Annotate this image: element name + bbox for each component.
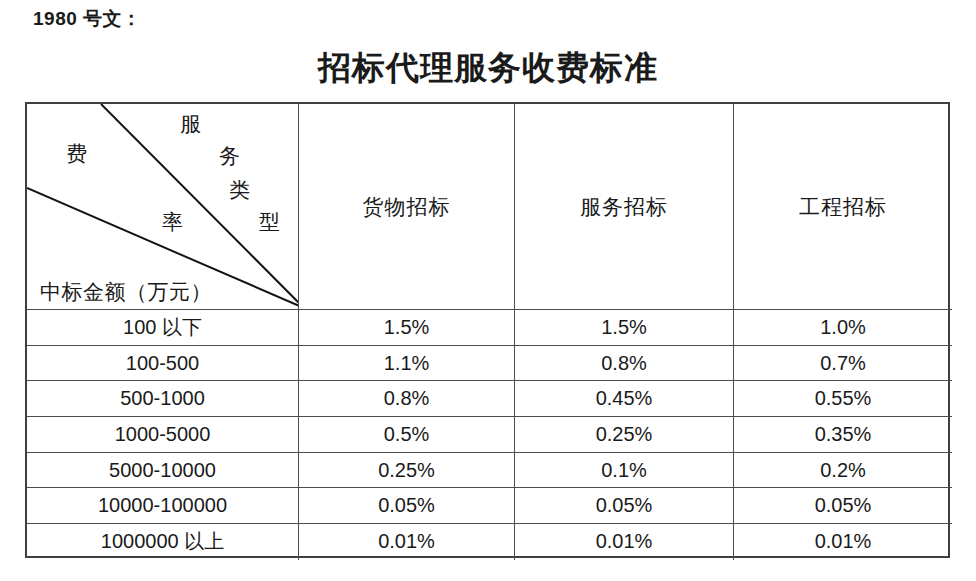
document-ref-label: 1980 号文：	[33, 6, 142, 32]
rate-value-cell: 0.05%	[299, 488, 515, 524]
page-title: 招标代理服务收费标准	[0, 46, 976, 91]
rate-value-cell: 0.55%	[734, 381, 952, 417]
rate-value-cell: 0.5%	[299, 417, 515, 453]
type-axis-char: 型	[259, 212, 280, 233]
rate-value-cell: 1.5%	[299, 310, 515, 346]
column-header-goods: 货物招标	[299, 104, 515, 310]
amount-range-cell: 10000-100000	[27, 488, 299, 524]
type-axis-char: 服	[180, 114, 201, 135]
rate-value-cell: 0.8%	[299, 381, 515, 417]
rate-value-cell: 0.1%	[515, 453, 734, 489]
rate-value-cell: 0.05%	[734, 488, 952, 524]
amount-range-cell: 1000000 以上	[27, 524, 299, 560]
amount-range-cell: 100-500	[27, 346, 299, 382]
type-axis-char: 类	[229, 180, 250, 201]
column-header-services: 服务招标	[515, 104, 734, 310]
rate-value-cell: 0.7%	[734, 346, 952, 382]
amount-range-cell: 500-1000	[27, 381, 299, 417]
amount-range-cell: 1000-5000	[27, 417, 299, 453]
rate-value-cell: 0.01%	[515, 524, 734, 560]
rate-value-cell: 0.8%	[515, 346, 734, 382]
rate-value-cell: 0.45%	[515, 381, 734, 417]
rate-value-cell: 1.5%	[515, 310, 734, 346]
document-page: { "page": { "ref_label": "1980 号文：", "ti…	[0, 0, 976, 581]
amount-range-cell: 100 以下	[27, 310, 299, 346]
rate-axis-char: 费	[66, 144, 87, 165]
column-header-works: 工程招标	[734, 104, 952, 310]
rate-value-cell: 0.01%	[734, 524, 952, 560]
rate-value-cell: 1.1%	[299, 346, 515, 382]
rate-value-cell: 0.25%	[515, 417, 734, 453]
fee-standard-table: 服 务 类 型 费 率 中标金额（万元） 货物招标 服务招标 工程招标 100 …	[25, 102, 950, 558]
amount-range-cell: 5000-10000	[27, 453, 299, 489]
rate-axis-char: 率	[162, 212, 183, 233]
rate-value-cell: 1.0%	[734, 310, 952, 346]
rate-value-cell: 0.01%	[299, 524, 515, 560]
row-axis-label: 中标金额（万元）	[40, 278, 212, 306]
type-axis-char: 务	[219, 146, 240, 167]
corner-header-cell: 服 务 类 型 费 率 中标金额（万元）	[27, 104, 299, 310]
rate-value-cell: 0.05%	[515, 488, 734, 524]
rate-value-cell: 0.25%	[299, 453, 515, 489]
rate-value-cell: 0.35%	[734, 417, 952, 453]
rate-value-cell: 0.2%	[734, 453, 952, 489]
